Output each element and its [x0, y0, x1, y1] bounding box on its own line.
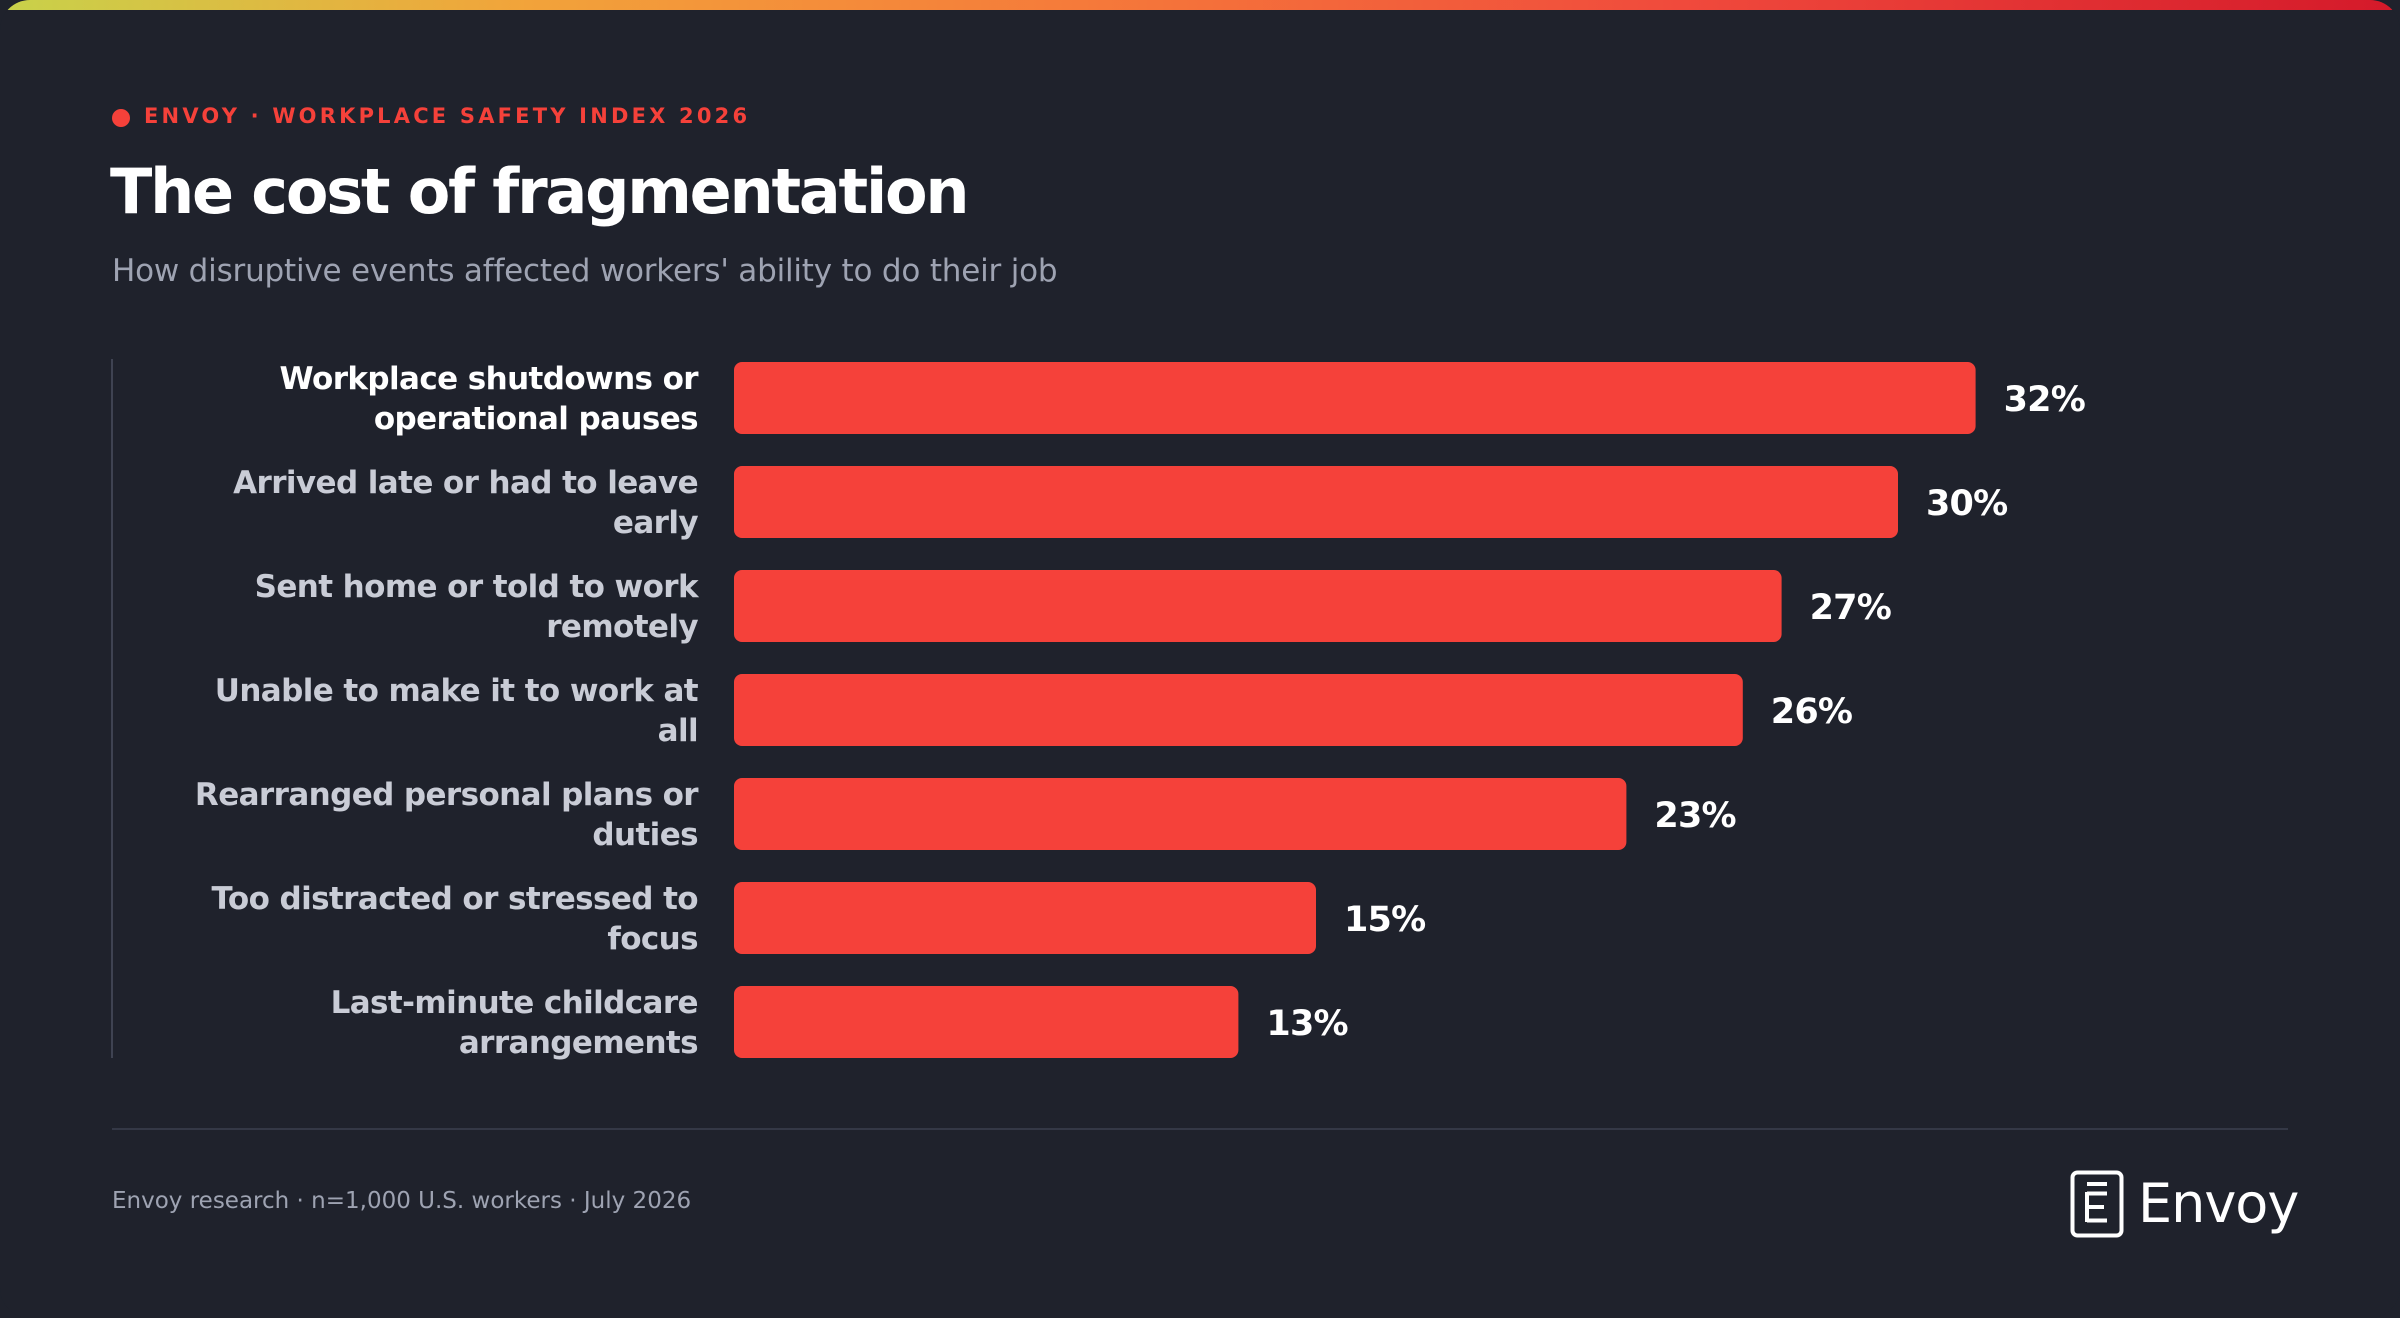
category-label: Workplace shutdowns or operational pauses — [280, 361, 700, 437]
category-label: Arrived late or had to leave early — [233, 465, 698, 541]
chart-subtitle: How disruptive events affected workers' … — [112, 253, 1058, 289]
value-label: 26% — [1771, 692, 1852, 732]
bar — [734, 466, 1898, 538]
footer-divider — [112, 1128, 2288, 1130]
value-label: 13% — [1266, 1004, 1347, 1044]
envoy-e-logo-icon — [2070, 1170, 2124, 1238]
bar — [734, 882, 1316, 954]
envoy-logo: Envoy — [2070, 1170, 2299, 1238]
category-label: Too distracted or stressed to focus — [211, 881, 698, 957]
bar — [734, 986, 1239, 1058]
category-label: Last-minute childcare arrangements — [331, 985, 698, 1061]
bar — [734, 570, 1782, 642]
chart-title: The cost of fragmentation — [110, 155, 970, 228]
bar — [734, 778, 1627, 850]
value-label: 32% — [2004, 380, 2085, 420]
bar — [734, 674, 1743, 746]
bar — [734, 362, 1976, 434]
logo-wordmark: Envoy — [2138, 1172, 2299, 1235]
value-label: 23% — [1654, 796, 1735, 836]
category-label: Rearranged personal plans or duties — [195, 777, 699, 853]
category-label: Sent home or told to work remotely — [255, 569, 700, 645]
value-label: 15% — [1344, 900, 1425, 940]
eyebrow: ENVOY · WORKPLACE SAFETY INDEX 2026 — [112, 100, 750, 132]
value-label: 27% — [1810, 588, 1891, 628]
source-note: Envoy research · n=1,000 U.S. workers · … — [112, 1188, 692, 1214]
gradient-accent-strip — [0, 0, 2400, 10]
category-label: Unable to make it to work at all — [215, 673, 699, 749]
accent-dot-icon — [112, 109, 130, 127]
value-label: 30% — [1926, 484, 2007, 524]
eyebrow-label: ENVOY · WORKPLACE SAFETY INDEX 2026 — [144, 104, 751, 128]
